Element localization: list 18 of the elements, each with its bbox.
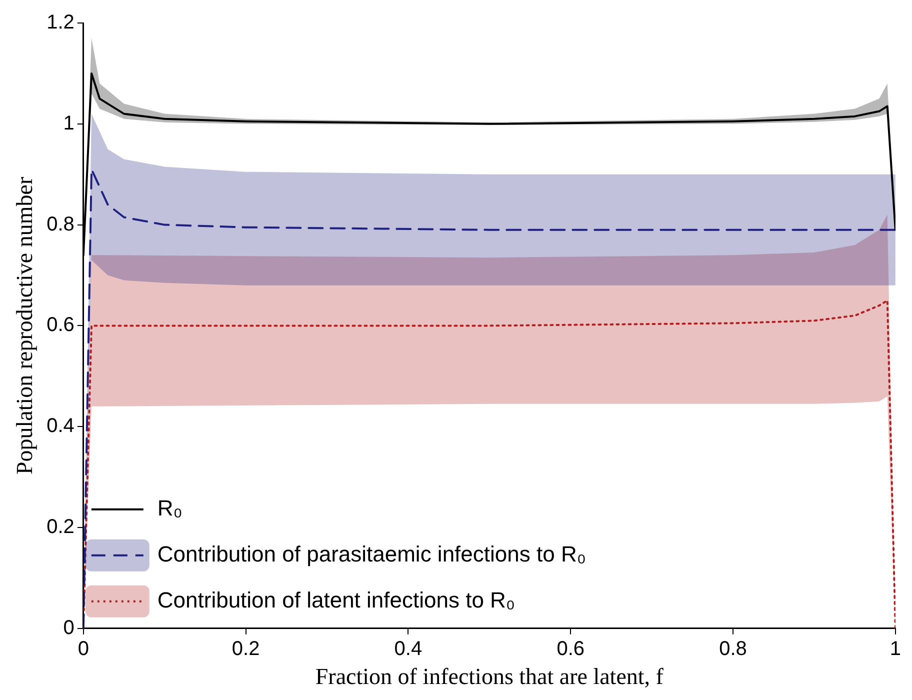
y-tick-label: 0.6 — [46, 314, 74, 336]
y-tick-label: 1.2 — [46, 12, 74, 34]
x-axis-title: Fraction of infections that are latent, f — [315, 664, 664, 690]
y-tick-label: 0 — [63, 616, 74, 639]
x-tick-label: 0.6 — [556, 638, 585, 660]
legend-label: R₀ — [157, 495, 182, 520]
x-tick-label: 0.4 — [394, 638, 422, 660]
legend-label: Contribution of latent infections to R₀ — [157, 587, 516, 612]
x-tick-label: 0.8 — [719, 638, 747, 660]
x-tick-label: 0.2 — [232, 638, 260, 660]
y-tick-label: 1 — [63, 112, 74, 134]
x-tick-label: 0 — [78, 638, 89, 660]
y-axis-title: Population reproductive number — [12, 176, 37, 475]
y-tick-label: 0.8 — [46, 213, 74, 236]
legend-label: Contribution of parasitaemic infections to R₀ — [157, 541, 586, 566]
y-tick-label: 0.2 — [46, 516, 74, 538]
y-tick-label: 0.4 — [46, 415, 74, 438]
x-tick-label: 1 — [890, 638, 901, 660]
